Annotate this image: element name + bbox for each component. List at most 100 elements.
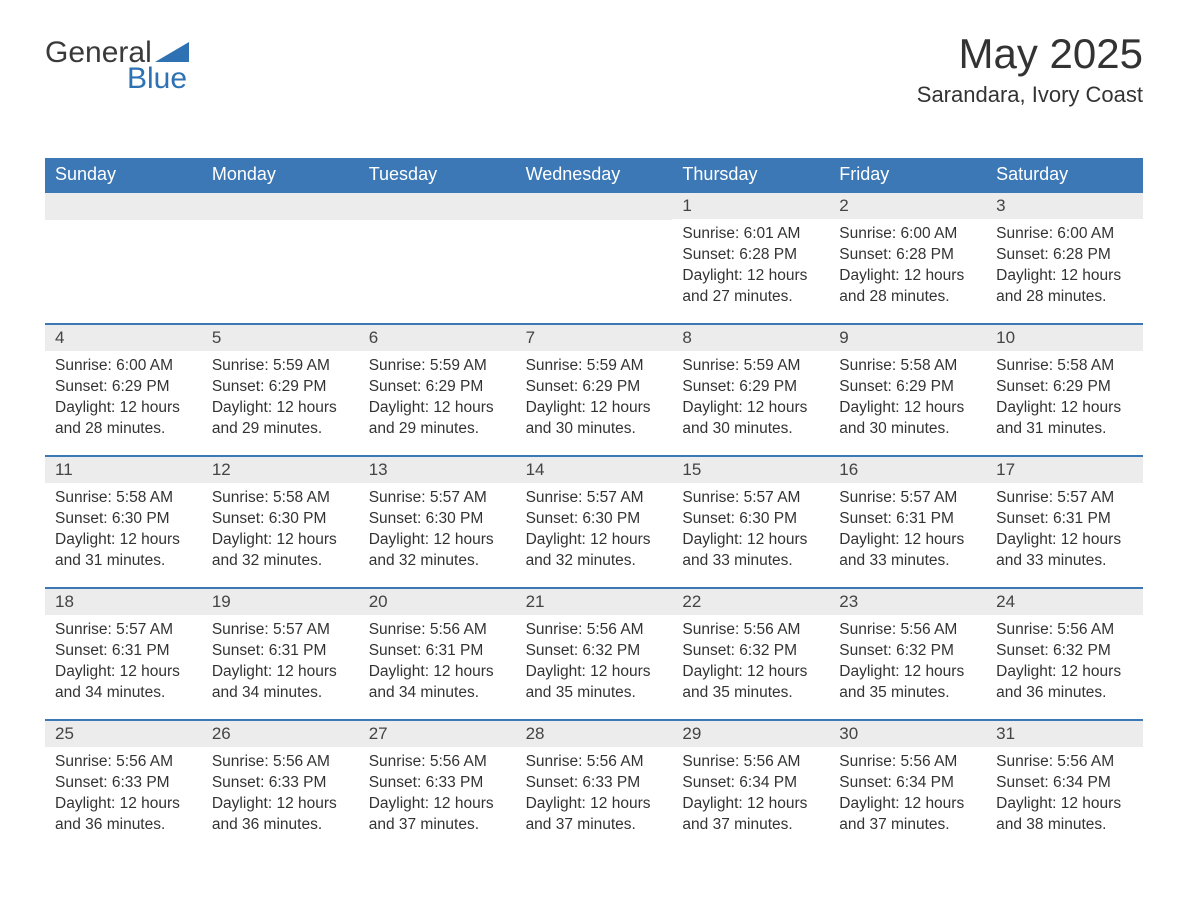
day-number bbox=[359, 193, 516, 220]
day-number: 12 bbox=[202, 457, 359, 483]
calendar-day-cell: 8Sunrise: 5:59 AMSunset: 6:29 PMDaylight… bbox=[672, 325, 829, 455]
day-detail-lines: Sunrise: 5:57 AMSunset: 6:30 PMDaylight:… bbox=[516, 483, 673, 582]
day-number: 2 bbox=[829, 193, 986, 219]
day-number: 4 bbox=[45, 325, 202, 351]
day-detail-line: Sunrise: 5:56 AM bbox=[839, 620, 976, 641]
logo-text-blue: Blue bbox=[127, 64, 189, 94]
day-detail-lines: Sunrise: 5:56 AMSunset: 6:32 PMDaylight:… bbox=[829, 615, 986, 714]
day-detail-line: Sunrise: 6:00 AM bbox=[55, 356, 192, 377]
day-detail-lines: Sunrise: 5:56 AMSunset: 6:33 PMDaylight:… bbox=[516, 747, 673, 846]
day-detail-line: Sunset: 6:31 PM bbox=[369, 641, 506, 662]
day-detail-line: Sunrise: 5:57 AM bbox=[369, 488, 506, 509]
day-number: 28 bbox=[516, 721, 673, 747]
day-detail-line: Daylight: 12 hours and 37 minutes. bbox=[526, 794, 663, 836]
day-detail-lines: Sunrise: 5:56 AMSunset: 6:33 PMDaylight:… bbox=[359, 747, 516, 846]
day-detail-line: Sunrise: 5:57 AM bbox=[996, 488, 1133, 509]
day-number: 1 bbox=[672, 193, 829, 219]
day-detail-line: Sunset: 6:31 PM bbox=[212, 641, 349, 662]
day-number bbox=[45, 193, 202, 220]
day-detail-line: Daylight: 12 hours and 30 minutes. bbox=[526, 398, 663, 440]
day-detail-line: Daylight: 12 hours and 28 minutes. bbox=[996, 266, 1133, 308]
calendar-day-cell: 24Sunrise: 5:56 AMSunset: 6:32 PMDayligh… bbox=[986, 589, 1143, 719]
day-detail-lines: Sunrise: 5:57 AMSunset: 6:30 PMDaylight:… bbox=[672, 483, 829, 582]
day-detail-line: Sunset: 6:31 PM bbox=[839, 509, 976, 530]
weekday-header-cell: Wednesday bbox=[516, 158, 673, 191]
day-detail-line: Sunrise: 5:57 AM bbox=[526, 488, 663, 509]
day-detail-line: Daylight: 12 hours and 36 minutes. bbox=[55, 794, 192, 836]
day-number: 30 bbox=[829, 721, 986, 747]
day-detail-line: Daylight: 12 hours and 32 minutes. bbox=[212, 530, 349, 572]
day-detail-line: Daylight: 12 hours and 37 minutes. bbox=[682, 794, 819, 836]
calendar-day-cell: 15Sunrise: 5:57 AMSunset: 6:30 PMDayligh… bbox=[672, 457, 829, 587]
day-detail-line: Sunrise: 6:00 AM bbox=[996, 224, 1133, 245]
calendar-day-cell: 13Sunrise: 5:57 AMSunset: 6:30 PMDayligh… bbox=[359, 457, 516, 587]
day-detail-line: Sunset: 6:29 PM bbox=[839, 377, 976, 398]
day-detail-line: Sunset: 6:28 PM bbox=[996, 245, 1133, 266]
day-detail-lines: Sunrise: 5:56 AMSunset: 6:33 PMDaylight:… bbox=[202, 747, 359, 846]
day-detail-line: Sunset: 6:28 PM bbox=[839, 245, 976, 266]
day-detail-line: Sunset: 6:31 PM bbox=[55, 641, 192, 662]
day-detail-lines: Sunrise: 5:57 AMSunset: 6:31 PMDaylight:… bbox=[986, 483, 1143, 582]
day-detail-line: Sunset: 6:30 PM bbox=[55, 509, 192, 530]
day-detail-line: Daylight: 12 hours and 35 minutes. bbox=[839, 662, 976, 704]
day-detail-lines: Sunrise: 5:59 AMSunset: 6:29 PMDaylight:… bbox=[672, 351, 829, 450]
day-detail-line: Sunrise: 5:58 AM bbox=[996, 356, 1133, 377]
day-detail-line: Sunset: 6:33 PM bbox=[369, 773, 506, 794]
day-detail-lines: Sunrise: 5:57 AMSunset: 6:30 PMDaylight:… bbox=[359, 483, 516, 582]
day-detail-line: Sunrise: 5:59 AM bbox=[212, 356, 349, 377]
day-detail-lines: Sunrise: 5:59 AMSunset: 6:29 PMDaylight:… bbox=[202, 351, 359, 450]
day-number: 13 bbox=[359, 457, 516, 483]
day-detail-lines: Sunrise: 5:57 AMSunset: 6:31 PMDaylight:… bbox=[829, 483, 986, 582]
day-detail-line: Daylight: 12 hours and 33 minutes. bbox=[839, 530, 976, 572]
day-detail-lines: Sunrise: 5:56 AMSunset: 6:34 PMDaylight:… bbox=[672, 747, 829, 846]
calendar-day-cell: 10Sunrise: 5:58 AMSunset: 6:29 PMDayligh… bbox=[986, 325, 1143, 455]
page-header: General Blue May 2025 Sarandara, Ivory C… bbox=[45, 30, 1143, 140]
day-detail-line: Sunset: 6:29 PM bbox=[369, 377, 506, 398]
day-detail-lines: Sunrise: 5:56 AMSunset: 6:31 PMDaylight:… bbox=[359, 615, 516, 714]
day-detail-line: Sunset: 6:30 PM bbox=[526, 509, 663, 530]
day-detail-line: Sunset: 6:32 PM bbox=[839, 641, 976, 662]
page-subtitle: Sarandara, Ivory Coast bbox=[917, 82, 1143, 108]
day-detail-lines: Sunrise: 5:56 AMSunset: 6:32 PMDaylight:… bbox=[986, 615, 1143, 714]
calendar-week-row: 18Sunrise: 5:57 AMSunset: 6:31 PMDayligh… bbox=[45, 587, 1143, 719]
calendar-week-row: 1Sunrise: 6:01 AMSunset: 6:28 PMDaylight… bbox=[45, 191, 1143, 323]
day-detail-line: Sunrise: 5:56 AM bbox=[839, 752, 976, 773]
day-detail-line: Sunrise: 5:57 AM bbox=[55, 620, 192, 641]
calendar-day-cell: 20Sunrise: 5:56 AMSunset: 6:31 PMDayligh… bbox=[359, 589, 516, 719]
day-detail-line: Sunset: 6:29 PM bbox=[212, 377, 349, 398]
day-detail-line: Sunrise: 5:56 AM bbox=[212, 752, 349, 773]
calendar-day-cell: 23Sunrise: 5:56 AMSunset: 6:32 PMDayligh… bbox=[829, 589, 986, 719]
day-detail-line: Sunset: 6:33 PM bbox=[526, 773, 663, 794]
calendar-day-cell: 21Sunrise: 5:56 AMSunset: 6:32 PMDayligh… bbox=[516, 589, 673, 719]
day-number: 7 bbox=[516, 325, 673, 351]
day-number: 29 bbox=[672, 721, 829, 747]
day-detail-line: Daylight: 12 hours and 31 minutes. bbox=[996, 398, 1133, 440]
logo: General Blue bbox=[45, 38, 189, 94]
calendar-day-cell: 28Sunrise: 5:56 AMSunset: 6:33 PMDayligh… bbox=[516, 721, 673, 851]
weekday-header-cell: Tuesday bbox=[359, 158, 516, 191]
day-number: 21 bbox=[516, 589, 673, 615]
calendar-day-cell: 25Sunrise: 5:56 AMSunset: 6:33 PMDayligh… bbox=[45, 721, 202, 851]
day-number: 15 bbox=[672, 457, 829, 483]
calendar-day-cell bbox=[359, 193, 516, 323]
day-detail-line: Sunset: 6:29 PM bbox=[55, 377, 192, 398]
day-detail-line: Sunset: 6:29 PM bbox=[526, 377, 663, 398]
day-detail-line: Sunset: 6:34 PM bbox=[996, 773, 1133, 794]
calendar-day-cell: 2Sunrise: 6:00 AMSunset: 6:28 PMDaylight… bbox=[829, 193, 986, 323]
day-detail-lines: Sunrise: 5:57 AMSunset: 6:31 PMDaylight:… bbox=[202, 615, 359, 714]
calendar-day-cell: 30Sunrise: 5:56 AMSunset: 6:34 PMDayligh… bbox=[829, 721, 986, 851]
day-detail-line: Sunrise: 5:58 AM bbox=[839, 356, 976, 377]
calendar-day-cell bbox=[516, 193, 673, 323]
day-detail-line: Sunrise: 5:56 AM bbox=[996, 620, 1133, 641]
day-detail-line: Sunset: 6:31 PM bbox=[996, 509, 1133, 530]
calendar-day-cell bbox=[202, 193, 359, 323]
day-detail-line: Sunrise: 6:01 AM bbox=[682, 224, 819, 245]
day-detail-line: Daylight: 12 hours and 32 minutes. bbox=[526, 530, 663, 572]
day-detail-line: Sunrise: 5:56 AM bbox=[526, 620, 663, 641]
day-number: 18 bbox=[45, 589, 202, 615]
day-detail-line: Sunrise: 5:57 AM bbox=[212, 620, 349, 641]
day-detail-line: Sunset: 6:32 PM bbox=[996, 641, 1133, 662]
day-number: 6 bbox=[359, 325, 516, 351]
calendar-day-cell: 6Sunrise: 5:59 AMSunset: 6:29 PMDaylight… bbox=[359, 325, 516, 455]
calendar-day-cell: 12Sunrise: 5:58 AMSunset: 6:30 PMDayligh… bbox=[202, 457, 359, 587]
